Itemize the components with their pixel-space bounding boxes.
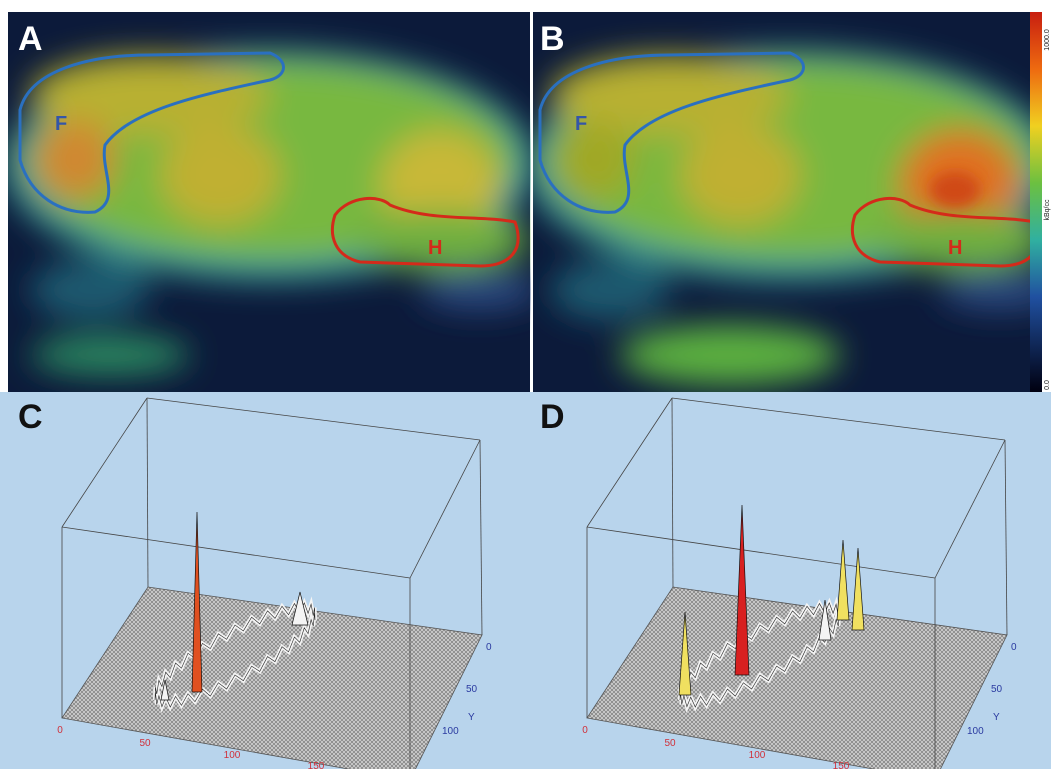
region-label: F (575, 113, 587, 135)
hot-spot (930, 172, 980, 208)
x-tick-label: 0 (582, 725, 588, 736)
uptake-blob (160, 125, 280, 225)
x-tick-label: 150 (308, 761, 325, 769)
y-axis-label: Y (468, 712, 475, 723)
y-tick-label: 100 (442, 726, 459, 737)
colorbar-max: 1000.0 (1044, 29, 1051, 51)
uptake-blob (30, 260, 150, 320)
panel-label: A (18, 20, 43, 58)
panel-label: C (18, 398, 43, 436)
colorbar-min: 0.0 (1044, 380, 1051, 390)
x-tick-label: 150 (833, 761, 850, 769)
figure: FH FH 1000.0 kBq/cc 0.0 050100150050100Y… (0, 0, 1051, 769)
x-tick-label: 100 (224, 750, 241, 761)
uptake-blob (420, 270, 540, 310)
heatmap-b: FH (520, 12, 1051, 392)
y-tick-label: 50 (991, 684, 1003, 695)
region-label: F (55, 113, 67, 135)
uptake-blob (620, 325, 840, 385)
panel-label: B (540, 20, 565, 58)
uptake-blob (30, 335, 190, 375)
x-tick-label: 0 (57, 725, 63, 736)
colorbar-unit: kBq/cc (1044, 199, 1051, 221)
region-label: H (948, 237, 962, 259)
x-tick-label: 50 (664, 738, 676, 749)
y-tick-label: 100 (967, 726, 984, 737)
heatmap-a: FH (0, 12, 540, 392)
uptake-blob (550, 260, 670, 320)
x-tick-label: 50 (139, 738, 151, 749)
uptake-blob (680, 125, 800, 225)
y-tick-label: 0 (1011, 642, 1017, 653)
x-tick-label: 100 (749, 750, 766, 761)
colorbar (1030, 12, 1042, 392)
y-axis-label: Y (993, 712, 1000, 723)
y-tick-label: 0 (486, 642, 492, 653)
y-tick-label: 50 (466, 684, 478, 695)
uptake-blob (555, 120, 635, 200)
uptake-blob (35, 120, 115, 200)
region-label: H (428, 237, 442, 259)
panel-label: D (540, 398, 565, 436)
